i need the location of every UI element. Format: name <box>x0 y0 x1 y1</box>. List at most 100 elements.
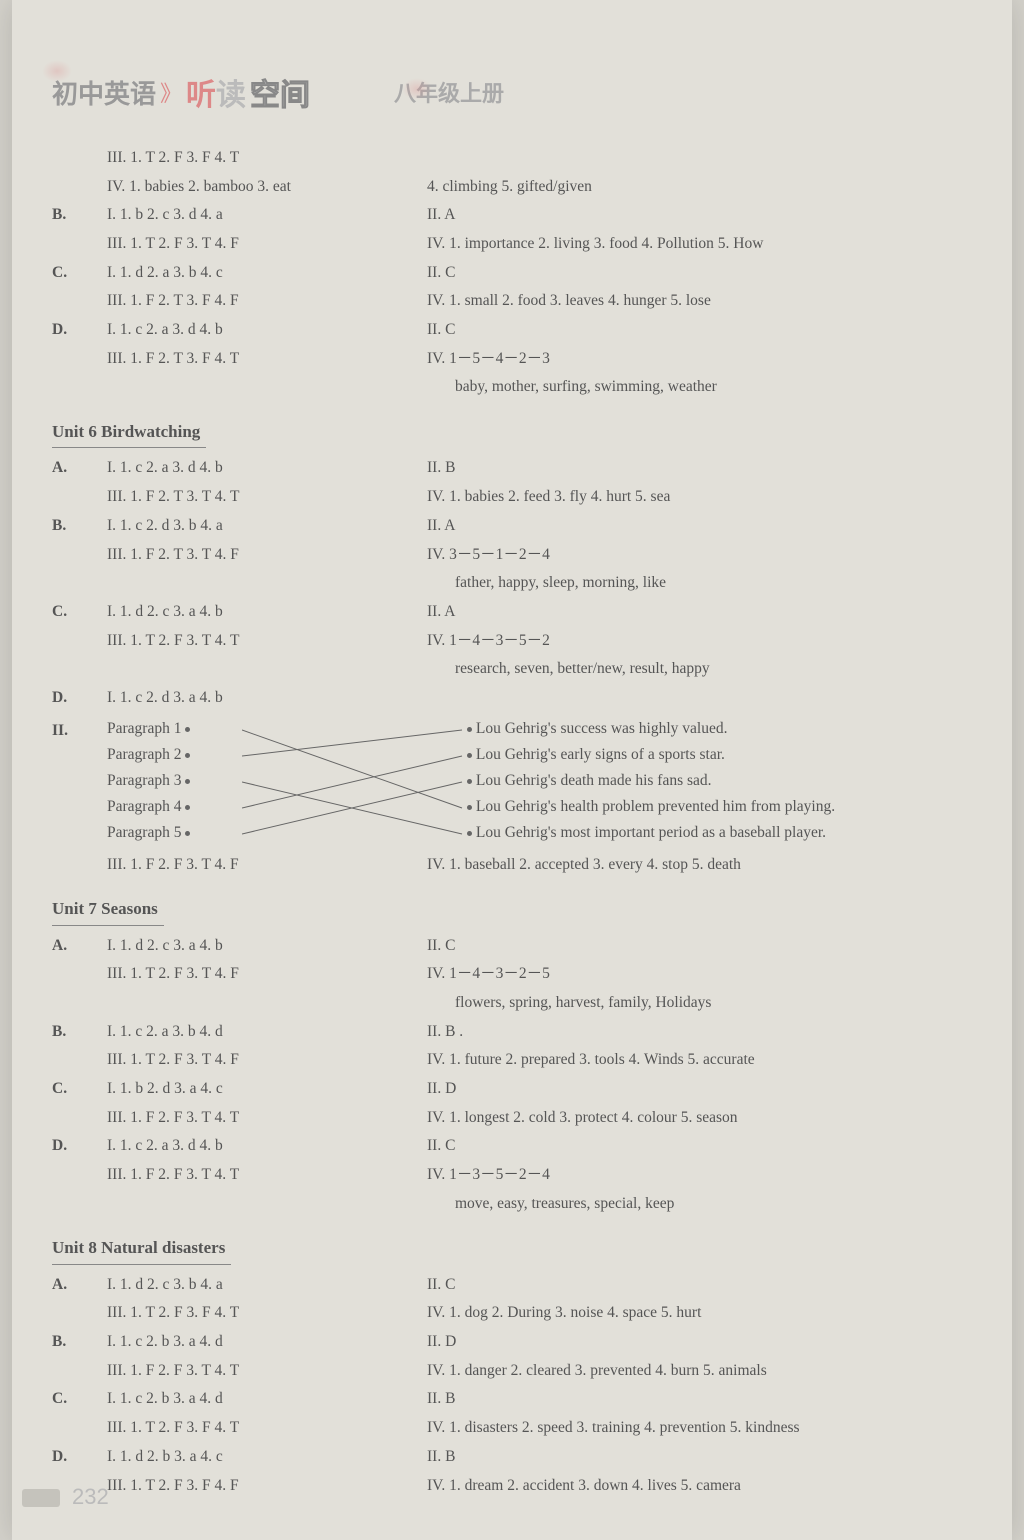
preD-II: II. C <box>427 316 972 345</box>
content: III. 1. T 2. F 3. F 4. T IV. 1. babies 2… <box>52 144 972 1500</box>
u6B-IV: IV. 3－5－1－2－4 <box>427 541 972 570</box>
u7A-III: III. 1. T 2. F 3. T 4. F <box>107 960 427 989</box>
u7D-III: III. 1. F 2. F 3. T 4. T <box>107 1161 427 1190</box>
preD-I: I. 1. c 2. a 3. d 4. b <box>107 316 427 345</box>
section-D: D. <box>52 316 107 345</box>
u7D-IV: IV. 1－3－5－2－4 <box>427 1161 972 1190</box>
u6B-II: II. A <box>427 512 972 541</box>
u8A: A. <box>52 1271 107 1300</box>
u7D: D. <box>52 1132 107 1161</box>
u8B-IV: IV. 1. danger 2. cleared 3. prevented 4.… <box>427 1357 972 1386</box>
u8B-III: III. 1. F 2. F 3. T 4. T <box>107 1357 427 1386</box>
preC-I: I. 1. d 2. a 3. b 4. c <box>107 259 427 288</box>
u8C: C. <box>52 1385 107 1414</box>
u6A-I: I. 1. c 2. a 3. d 4. b <box>107 454 427 483</box>
u7B-I: I. 1. c 2. a 3. b 4. d <box>107 1018 427 1047</box>
preD-III: III. 1. F 2. T 3. F 4. T <box>107 345 427 374</box>
preC-III: III. 1. F 2. T 3. F 4. F <box>107 287 427 316</box>
u8A-IV: IV. 1. dog 2. During 3. noise 4. space 5… <box>427 1299 972 1328</box>
u8C-I: I. 1. c 2. b 3. a 4. d <box>107 1385 427 1414</box>
u7A-IV: IV. 1－4－3－2－5 <box>427 960 972 989</box>
smudge <box>402 78 432 100</box>
p5: Paragraph 5 <box>107 824 181 841</box>
sound-icon: 》 <box>160 76 182 108</box>
u7A-IVw: flowers, spring, harvest, family, Holida… <box>427 989 972 1018</box>
u6C-IVw: research, seven, better/new, result, hap… <box>427 655 972 684</box>
u8D-I: I. 1. d 2. b 3. a 4. c <box>107 1443 427 1472</box>
u6C-I: I. 1. d 2. c 3. a 4. b <box>107 598 427 627</box>
u8A-III: III. 1. T 2. F 3. F 4. T <box>107 1299 427 1328</box>
section-B: B. <box>52 201 107 230</box>
u6A-II: II. B <box>427 454 972 483</box>
m2: Lou Gehrig's early signs of a sports sta… <box>476 746 725 763</box>
u8D-IV: IV. 1. dream 2. accident 3. down 4. live… <box>427 1472 972 1501</box>
u8C-II: II. B <box>427 1385 972 1414</box>
header-accent: 听读 <box>186 70 246 114</box>
u6D: D. <box>52 684 107 713</box>
u7D-I: I. 1. c 2. a 3. d 4. b <box>107 1132 427 1161</box>
p1: Paragraph 1 <box>107 720 181 737</box>
u8B-II: II. D <box>427 1328 972 1357</box>
m1: Lou Gehrig's success was highly valued. <box>476 720 728 737</box>
u7A-II: II. C <box>427 932 972 961</box>
preC-IV: IV. 1. small 2. food 3. leaves 4. hunger… <box>427 287 972 316</box>
p4: Paragraph 4 <box>107 798 181 815</box>
u6D-I: I. 1. c 2. d 3. a 4. b <box>107 684 427 713</box>
preB-I: I. 1. b 2. c 3. d 4. a <box>107 201 427 230</box>
unit6-title: Unit 6 Birdwatching <box>52 416 206 448</box>
preD-IVwords: baby, mother, surfing, swimming, weather <box>427 373 972 402</box>
u6D-II-label: II. <box>52 717 68 746</box>
u8A-I: I. 1. d 2. c 3. b 4. a <box>107 1271 427 1300</box>
u8A-II: II. C <box>427 1271 972 1300</box>
matching-lines <box>242 717 472 847</box>
p3: Paragraph 3 <box>107 772 181 789</box>
unit7-title: Unit 7 Seasons <box>52 893 164 925</box>
m5: Lou Gehrig's most important period as a … <box>476 824 826 841</box>
u8B-I: I. 1. c 2. b 3. a 4. d <box>107 1328 427 1357</box>
u6B-IVw: father, happy, sleep, morning, like <box>427 569 972 598</box>
u7B-III: III. 1. T 2. F 3. T 4. F <box>107 1046 427 1075</box>
u7C-II: II. D <box>427 1075 972 1104</box>
u8C-III: III. 1. T 2. F 3. F 4. T <box>107 1414 427 1443</box>
u7D-II: II. C <box>427 1132 972 1161</box>
top-III: III. 1. T 2. F 3. F 4. T <box>52 144 972 173</box>
preB-II: II. A <box>427 201 972 230</box>
u8B: B. <box>52 1328 107 1357</box>
u8D: D. <box>52 1443 107 1472</box>
u7D-IVw: move, easy, treasures, special, keep <box>427 1190 972 1219</box>
u8D-II: II. B <box>427 1443 972 1472</box>
u7C: C. <box>52 1075 107 1104</box>
u6C-III: III. 1. T 2. F 3. T 4. T <box>107 627 427 656</box>
u6B-I: I. 1. c 2. d 3. b 4. a <box>107 512 427 541</box>
u8C-IV: IV. 1. disasters 2. speed 3. training 4.… <box>427 1414 972 1443</box>
u7C-I: I. 1. b 2. d 3. a 4. c <box>107 1075 427 1104</box>
u7B-IV: IV. 1. future 2. prepared 3. tools 4. Wi… <box>427 1046 972 1075</box>
u6A-IV: IV. 1. babies 2. feed 3. fly 4. hurt 5. … <box>427 483 972 512</box>
u6A: A. <box>52 454 107 483</box>
u6C-II: II. A <box>427 598 972 627</box>
preB-IV: IV. 1. importance 2. living 3. food 4. P… <box>427 230 972 259</box>
u6D-III: III. 1. F 2. F 3. T 4. F <box>107 851 427 880</box>
preC-II: II. C <box>427 259 972 288</box>
p2: Paragraph 2 <box>107 746 181 763</box>
section-C: C. <box>52 259 107 288</box>
smudge <box>42 60 72 82</box>
preD-IV: IV. 1－5－4－2－3 <box>427 345 972 374</box>
u6B: B. <box>52 512 107 541</box>
top-IV-right: 4. climbing 5. gifted/given <box>427 173 972 202</box>
u7A-I: I. 1. d 2. c 3. a 4. b <box>107 932 427 961</box>
u8D-III: III. 1. T 2. F 3. F 4. F <box>107 1472 427 1501</box>
m3: Lou Gehrig's death made his fans sad. <box>476 772 712 789</box>
page-number: 232 <box>72 1484 109 1510</box>
u6C: C. <box>52 598 107 627</box>
m4: Lou Gehrig's health problem prevented hi… <box>476 798 835 815</box>
u6B-III: III. 1. F 2. T 3. T 4. F <box>107 541 427 570</box>
top-IV-left: IV. 1. babies 2. bamboo 3. eat <box>107 173 427 202</box>
matching-block: II. Paragraph 1 Lou Gehrig's success was… <box>52 717 972 847</box>
header: 初中英语 》 听读 空间 八年级上册 <box>52 70 972 114</box>
header-accent2: 空间 <box>250 70 310 114</box>
u7B-II: II. B . <box>427 1018 972 1047</box>
u6D-IV: IV. 1. baseball 2. accepted 3. every 4. … <box>427 851 972 880</box>
u7C-III: III. 1. F 2. F 3. T 4. T <box>107 1104 427 1133</box>
u7A: A. <box>52 932 107 961</box>
